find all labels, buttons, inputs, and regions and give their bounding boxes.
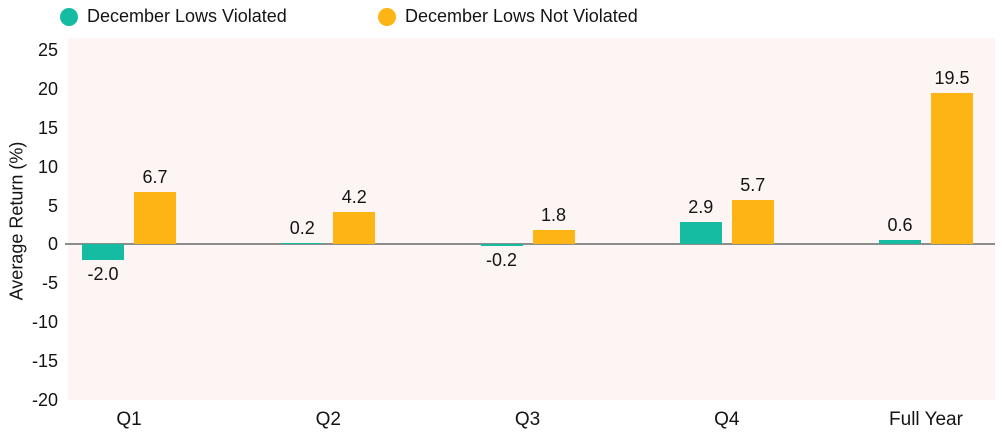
bar-not-violated-q4	[731, 200, 774, 245]
plot-area	[68, 38, 995, 400]
bar-violated-q2	[281, 242, 324, 245]
zero-axis-line	[65, 243, 995, 246]
legend-label-not-violated: December Lows Not Violated	[405, 6, 638, 26]
y-tick-label-10: 10	[37, 156, 58, 177]
bar-violated-q4	[679, 221, 722, 245]
x-axis-label-q2: Q2	[315, 409, 341, 430]
legend-marker-violated-icon	[60, 7, 78, 26]
y-tick-label-0: 0	[47, 234, 58, 255]
legend-marker-not-violated-icon	[378, 7, 396, 26]
x-axis-label-q3: Q3	[514, 409, 541, 430]
y-tick-label-15: 15	[37, 117, 58, 138]
y-tick-label--10: -10	[31, 312, 58, 333]
y-tick-label-5: 5	[47, 195, 58, 216]
bar-not-violated-q2	[333, 211, 376, 245]
value-label-not-violated-q2: 4.2	[341, 186, 367, 207]
x-axis-label-q1: Q1	[116, 409, 142, 430]
value-label-violated-q4: 2.9	[688, 196, 714, 217]
bar-violated-q1	[82, 244, 124, 260]
value-label-not-violated-q4: 5.7	[740, 175, 766, 196]
bar-not-violated-q1	[134, 192, 176, 245]
y-tick-label--20: -20	[31, 390, 58, 410]
x-axis-label-q4: Q4	[714, 409, 740, 430]
legend-item-not-violated: December Lows Not Violated	[378, 6, 638, 27]
value-label-not-violated-q1: 6.7	[142, 167, 168, 188]
value-label-violated-full-year: 0.6	[887, 214, 913, 235]
y-tick-label--5: -5	[41, 273, 58, 294]
bar-not-violated-q3	[532, 230, 575, 245]
bar-violated-q3	[480, 244, 523, 246]
y-tick-label-25: 25	[37, 40, 58, 60]
value-label-violated-q2: 0.2	[289, 217, 315, 238]
bar-violated-full-year	[879, 239, 921, 245]
value-label-violated-q3: -0.2	[485, 250, 518, 270]
legend-label-violated: December Lows Violated	[87, 6, 287, 26]
bar-not-violated-full-year	[931, 92, 973, 245]
y-tick-label-20: 20	[37, 78, 58, 99]
value-label-violated-q1: -2.0	[87, 264, 119, 284]
legend-item-violated: December Lows Violated	[60, 6, 287, 27]
value-label-not-violated-full-year: 19.5	[934, 67, 970, 88]
value-label-not-violated-q3: 1.8	[540, 205, 567, 226]
y-tick-label--15: -15	[31, 351, 58, 372]
x-axis-label-full-year: Full Year	[889, 409, 963, 430]
